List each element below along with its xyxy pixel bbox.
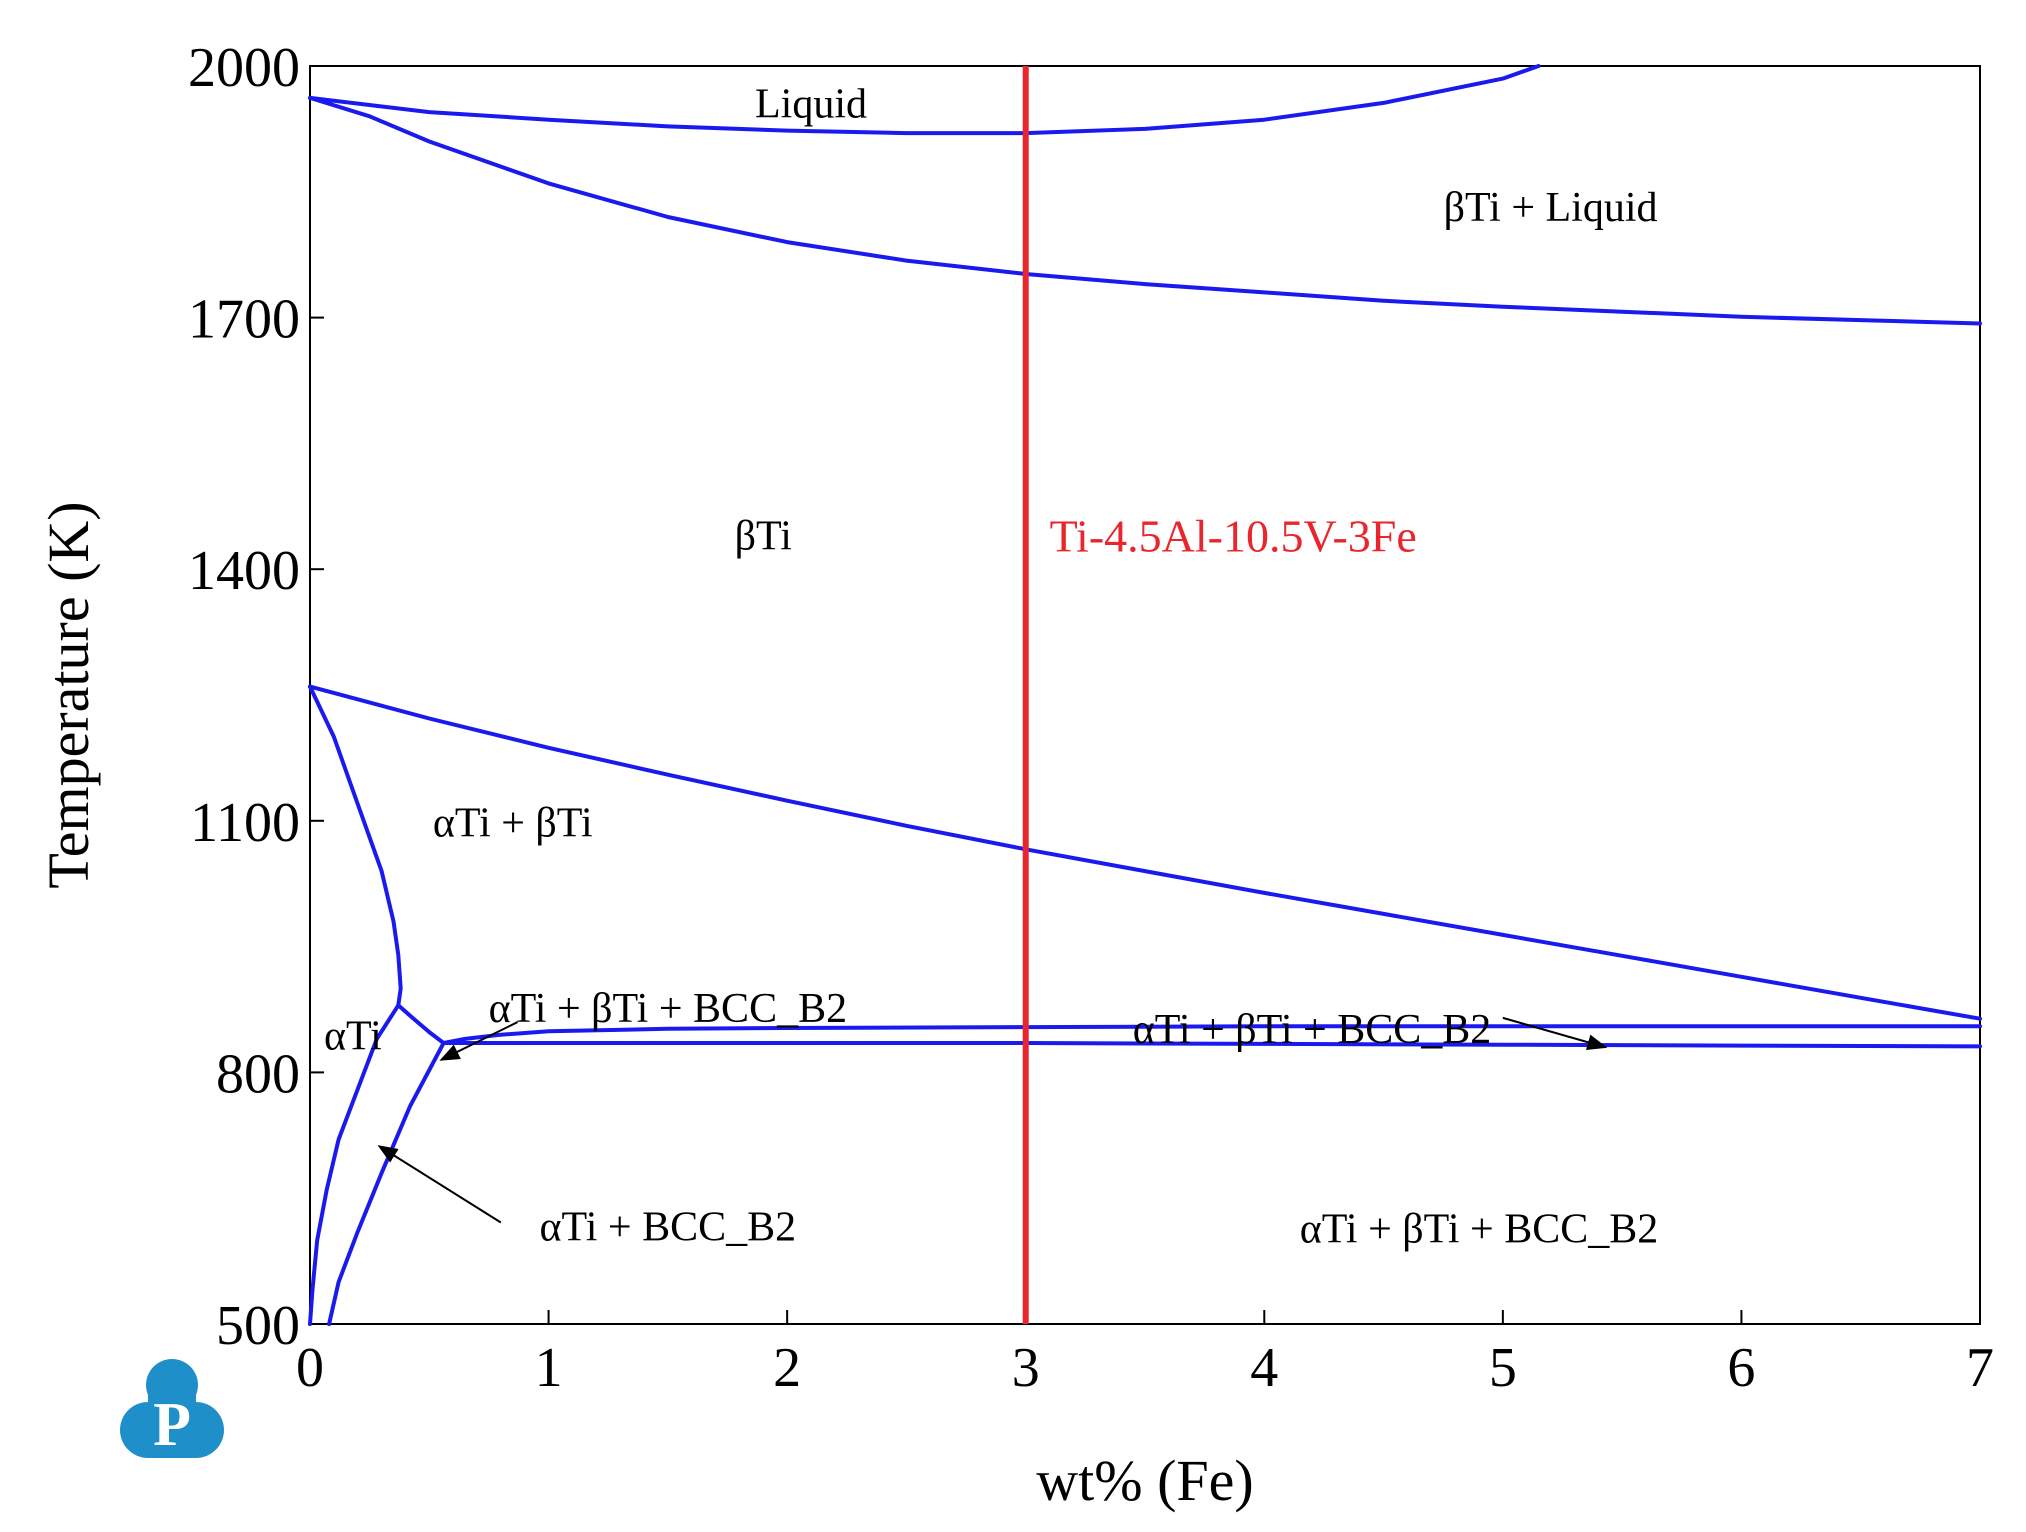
x-tick-label: 3 (1012, 1337, 1040, 1399)
alloy-composition: Ti-4.5Al-10.5V-3Fe (1022, 66, 1417, 1324)
plot-area (309, 65, 1981, 1325)
annotation-arrow (439, 1021, 519, 1061)
y-tick-label: 500 (216, 1295, 300, 1357)
region-label: αTi + βTi (433, 800, 593, 846)
region-label: αTi + BCC_B2 (540, 1205, 797, 1251)
x-tick-label: 1 (535, 1337, 563, 1399)
x-axis-title: wt% (Fe) (1036, 1448, 1253, 1513)
y-tick-label: 800 (216, 1043, 300, 1105)
region-label: βTi + Liquid (1444, 185, 1658, 231)
phase-boundary-line (308, 64, 1541, 136)
region-label: βTi (735, 514, 792, 560)
region-label: αTi + βTi + BCC_B2 (1133, 1007, 1492, 1053)
region-label: Liquid (755, 82, 867, 128)
phase-boundary-line (441, 1041, 1982, 1049)
phase-boundary-line (308, 684, 403, 1008)
y-tick-label: 2000 (188, 37, 300, 99)
y-tick-label: 1100 (190, 792, 300, 854)
region-label: αTi (324, 1013, 382, 1059)
x-tick-label: 5 (1489, 1337, 1517, 1399)
region-labels: Liquid βTi + Liquid βTi αTi + βTi αTi αTi + β… (324, 82, 1658, 1253)
y-tick-label: 1700 (188, 289, 300, 351)
annotation-arrows (377, 1016, 1608, 1224)
region-label: αTi + βTi + BCC_B2 (1300, 1206, 1659, 1252)
phase-boundary-line (327, 1041, 446, 1326)
y-tick-label: 1400 (188, 540, 300, 602)
phase-boundary-line (308, 1003, 401, 1326)
region-label: αTi + βTi + BCC_B2 (489, 986, 848, 1032)
svg-text:P: P (153, 1391, 191, 1459)
x-tick-label: 0 (296, 1337, 324, 1399)
x-tick-label: 6 (1727, 1337, 1755, 1399)
y-axis-title: Temperature (K) (36, 501, 101, 888)
phase-boundary-line (308, 684, 1982, 1021)
axis-ticks: 0 1 2 3 4 5 6 7 500 800 1100 1400 1700 2000 (188, 37, 1994, 1399)
annotation-arrow (377, 1145, 502, 1224)
annotation-arrow (1502, 1016, 1608, 1050)
alloy-label: Ti-4.5Al-10.5V-3Fe (1050, 511, 1417, 562)
x-tick-label: 4 (1250, 1337, 1278, 1399)
x-tick-label: 2 (773, 1337, 801, 1399)
logo-icon: P (120, 1359, 224, 1459)
phase-boundary-line (396, 1003, 446, 1045)
x-tick-label: 7 (1966, 1337, 1994, 1399)
